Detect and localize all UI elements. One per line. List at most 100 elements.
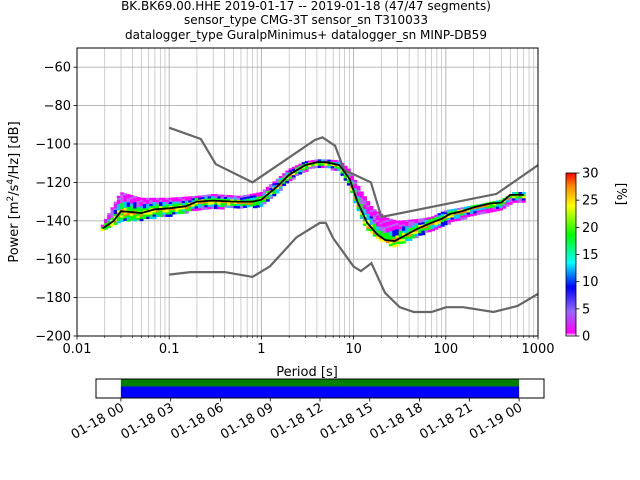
- density-cell: [502, 202, 507, 205]
- density-cell: [168, 201, 173, 205]
- density-cell: [495, 200, 500, 203]
- density-cell: [207, 202, 212, 206]
- coverage-bar-used: [120, 386, 520, 398]
- density-cell: [236, 204, 241, 207]
- density-cell: [317, 165, 322, 169]
- density-cell: [220, 207, 225, 210]
- density-cell: [159, 197, 163, 201]
- density-cell: [427, 219, 432, 222]
- density-cell: [265, 197, 270, 200]
- density-cell: [469, 211, 474, 215]
- density-cell: [243, 199, 248, 202]
- density-cell: [457, 218, 461, 221]
- density-cell: [311, 166, 316, 169]
- density-cell: [382, 239, 387, 242]
- density-cell: [398, 228, 403, 232]
- timeline-tick-label: 01-18 18: [367, 400, 425, 442]
- density-cell: [444, 222, 448, 226]
- density-cell: [201, 207, 206, 211]
- density-cell: [172, 203, 176, 207]
- density-cell: [159, 206, 163, 209]
- density-cell: [168, 214, 173, 217]
- density-cell: [495, 204, 500, 207]
- density-cell: [116, 216, 121, 220]
- density-cell: [155, 212, 160, 215]
- density-cell: [181, 203, 186, 206]
- density-cell: [116, 218, 121, 222]
- density-cell: [139, 218, 144, 222]
- density-cell: [298, 165, 303, 169]
- timeline-tick-label: 01-18 03: [119, 400, 177, 442]
- colorbar-tick-label: 5: [582, 302, 590, 317]
- density-cell: [366, 215, 371, 219]
- density-cell: [379, 237, 384, 240]
- density-cell: [123, 199, 128, 202]
- density-cell: [366, 224, 371, 227]
- density-cell: [123, 212, 128, 215]
- density-cell: [389, 218, 393, 222]
- density-cell: [168, 208, 173, 211]
- density-cell: [401, 232, 406, 236]
- density-cell: [418, 222, 423, 226]
- density-cell: [363, 204, 367, 208]
- density-cell: [398, 220, 403, 223]
- density-cell: [165, 197, 170, 201]
- density-cell: [178, 207, 183, 210]
- density-cell: [499, 203, 503, 207]
- density-cell: [376, 236, 380, 240]
- density-cell: [149, 199, 154, 203]
- density-cell: [401, 241, 406, 244]
- density-cell: [159, 204, 163, 207]
- density-cell: [272, 181, 277, 184]
- y-tick-layer: −60 −80 −100 −120 −140 −160 −180 −200: [35, 61, 77, 345]
- density-cell: [385, 217, 390, 221]
- density-cell: [450, 211, 455, 214]
- density-cell: [155, 201, 160, 205]
- density-cell: [146, 199, 150, 203]
- density-cell: [353, 190, 358, 193]
- density-cell: [424, 217, 429, 221]
- density-cell: [453, 214, 458, 218]
- density-cell: [197, 195, 202, 198]
- density-cell: [502, 206, 507, 209]
- density-cell: [346, 168, 351, 171]
- density-cell: [314, 165, 319, 169]
- density-cell: [389, 220, 393, 224]
- density-cell: [256, 194, 261, 198]
- density-cell: [340, 173, 345, 176]
- density-cell: [515, 198, 520, 201]
- density-cell: [369, 231, 374, 234]
- density-cell: [359, 197, 364, 201]
- density-cell: [324, 159, 329, 162]
- density-cell: [259, 202, 264, 205]
- density-cell: [466, 206, 471, 209]
- density-cell: [389, 225, 393, 228]
- density-cell: [217, 200, 222, 204]
- density-cell: [159, 210, 163, 213]
- density-cell: [265, 188, 270, 192]
- y-tick-label: −160: [35, 253, 71, 268]
- density-cell: [152, 199, 157, 203]
- density-cell: [275, 187, 280, 190]
- y-tick-label: −100: [35, 138, 71, 153]
- density-cell: [308, 166, 312, 170]
- density-cell: [421, 218, 426, 221]
- density-cell: [252, 205, 257, 209]
- density-cell: [175, 209, 180, 213]
- density-cell: [437, 215, 442, 218]
- density-cell: [162, 199, 167, 203]
- density-cell: [376, 215, 380, 219]
- density-cell: [159, 201, 163, 205]
- density-cell: [165, 204, 170, 207]
- y-axis-label-part-a: Power [m: [7, 201, 22, 262]
- density-cell: [291, 173, 296, 176]
- density-cell: [408, 236, 413, 239]
- density-cell: [116, 206, 121, 209]
- colorbar-tick-label: 10: [582, 275, 599, 290]
- density-cell: [246, 204, 251, 208]
- density-cell: [392, 234, 397, 237]
- density-cell: [411, 227, 416, 231]
- density-cell: [489, 210, 494, 213]
- density-cell: [363, 202, 367, 205]
- density-cell: [372, 234, 377, 237]
